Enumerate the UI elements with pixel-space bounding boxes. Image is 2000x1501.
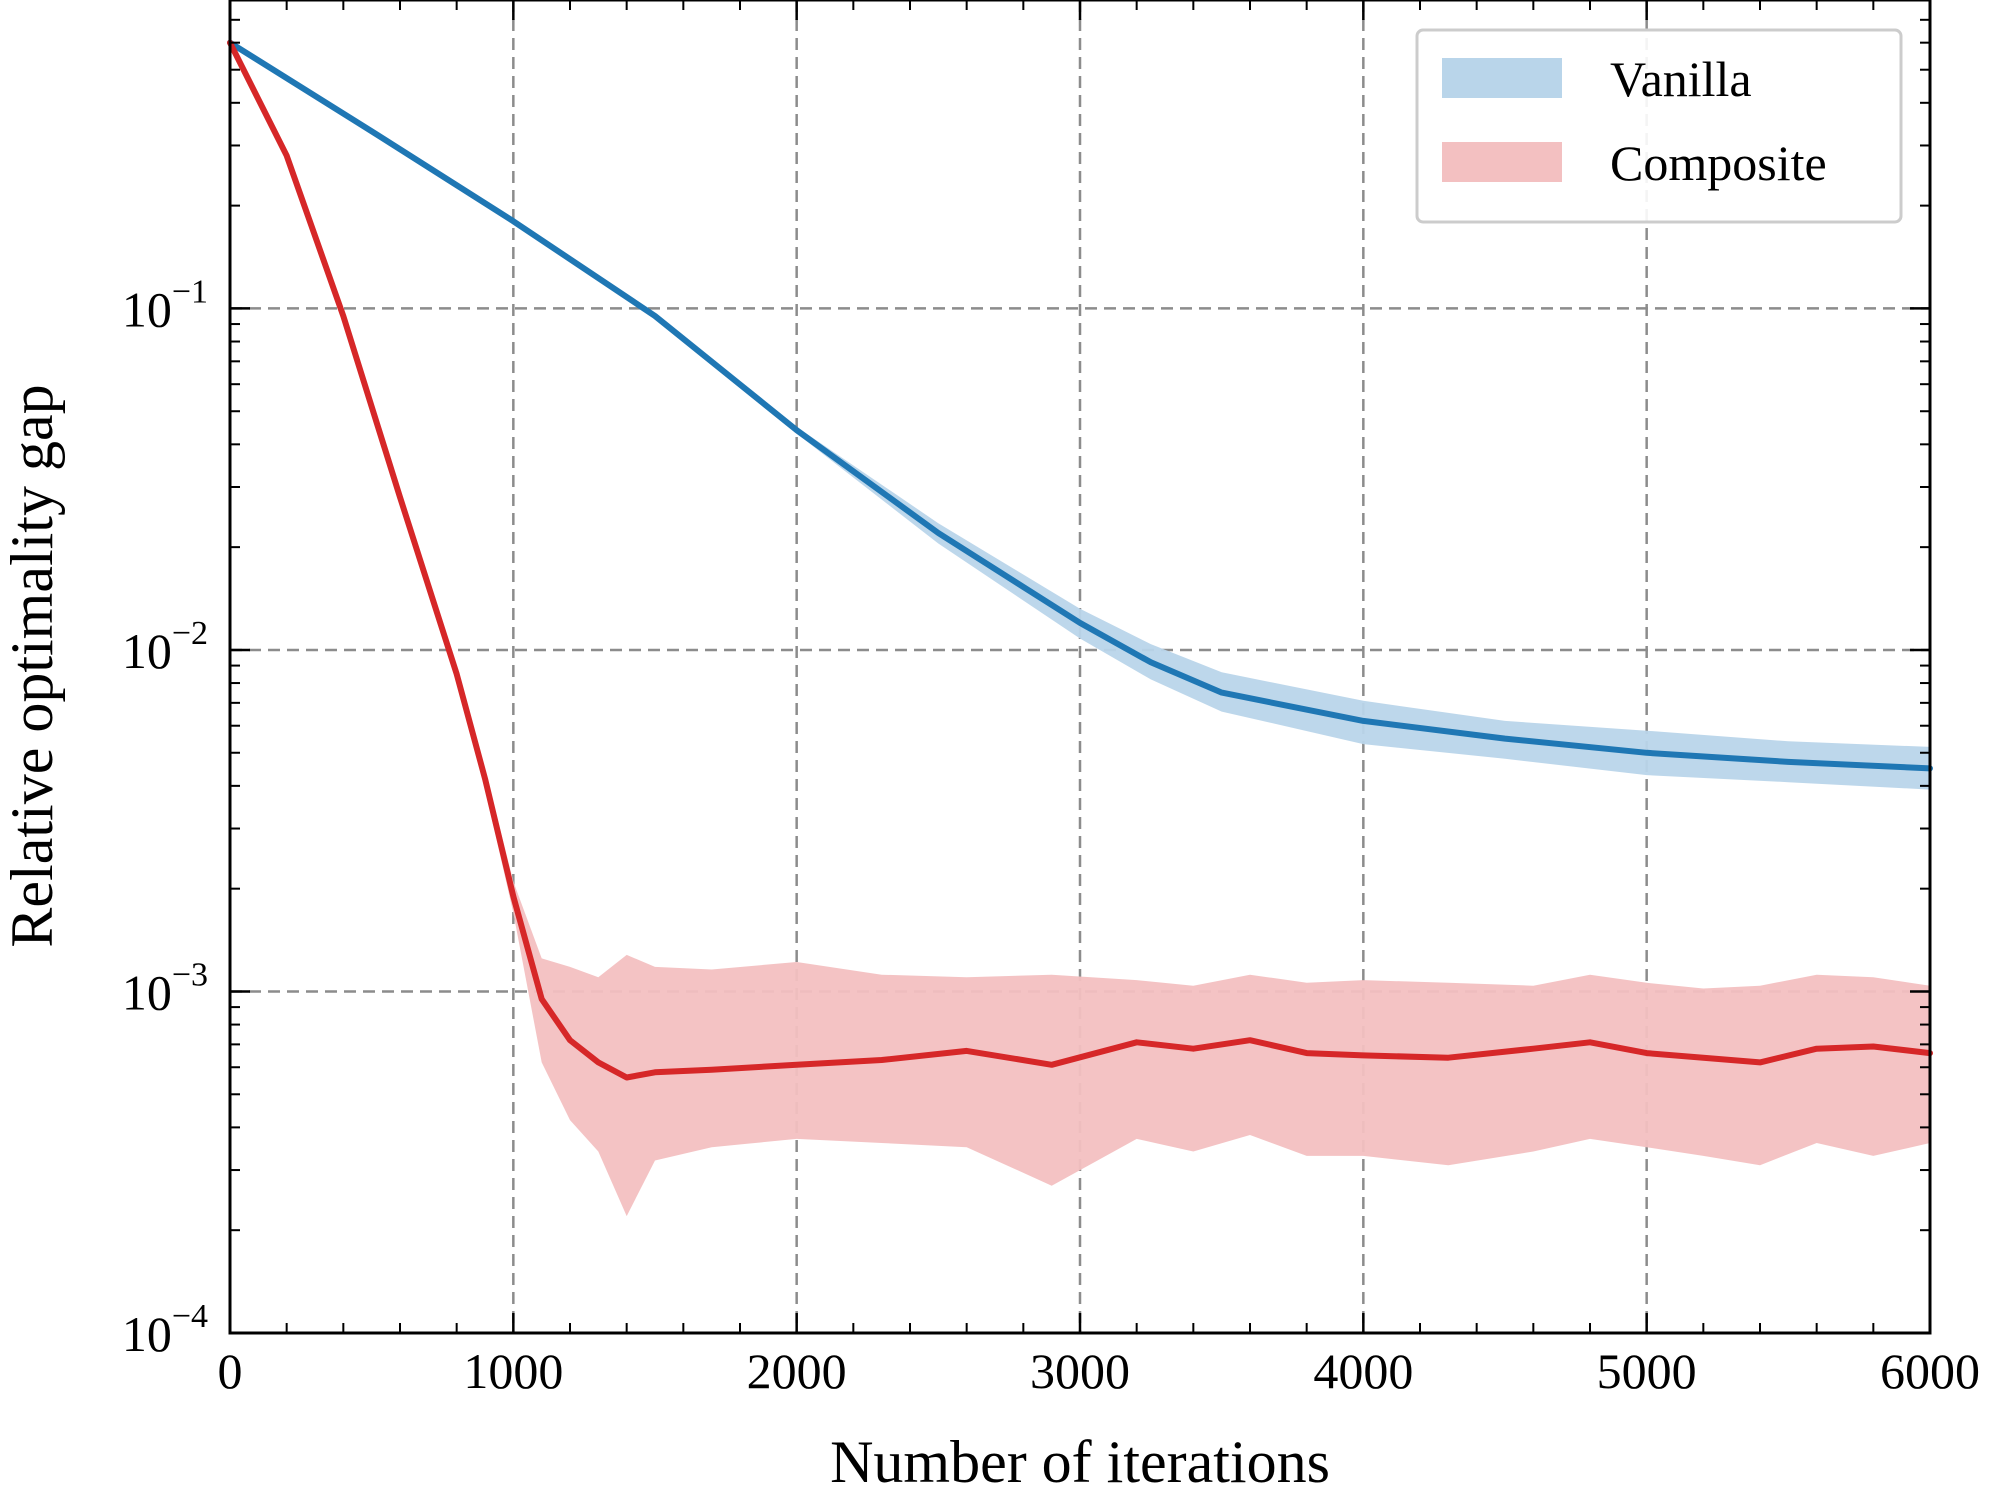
x-tick-label: 3000 [1030, 1343, 1130, 1399]
x-tick-label: 1000 [463, 1343, 563, 1399]
x-tick-label: 0 [218, 1343, 243, 1399]
x-tick-label: 2000 [747, 1343, 847, 1399]
legend-label-vanilla: Vanilla [1610, 51, 1752, 107]
confidence-bands [230, 42, 1930, 1217]
legend-swatch-composite [1442, 142, 1562, 182]
line-vanilla [227, 39, 1933, 772]
line-composite [227, 39, 1933, 1081]
series-lines [227, 39, 1933, 1081]
tick-labels: 0 1000 2000 3000 4000 5000 6000 10−4 10−3 10−2 10−… [122, 273, 1980, 1399]
legend-label-composite: Composite [1610, 135, 1827, 191]
y-tick-label: 10−3 [122, 956, 208, 1020]
axis-ticks [228, 0, 1932, 1335]
x-tick-label: 4000 [1313, 1343, 1413, 1399]
y-tick-label: 10−4 [122, 1298, 208, 1362]
y-tick-label: 10−1 [122, 273, 208, 337]
legend-swatch-vanilla [1442, 58, 1562, 98]
x-axis-title: Number of iterations [830, 1429, 1330, 1495]
y-axis-title: Relative optimality gap [0, 384, 65, 947]
legend: Vanilla Composite [1415, 28, 1903, 224]
band-composite [230, 42, 1930, 1217]
y-tick-label: 10−2 [122, 615, 208, 679]
x-tick-label: 6000 [1880, 1343, 1980, 1399]
x-tick-label: 5000 [1597, 1343, 1697, 1399]
